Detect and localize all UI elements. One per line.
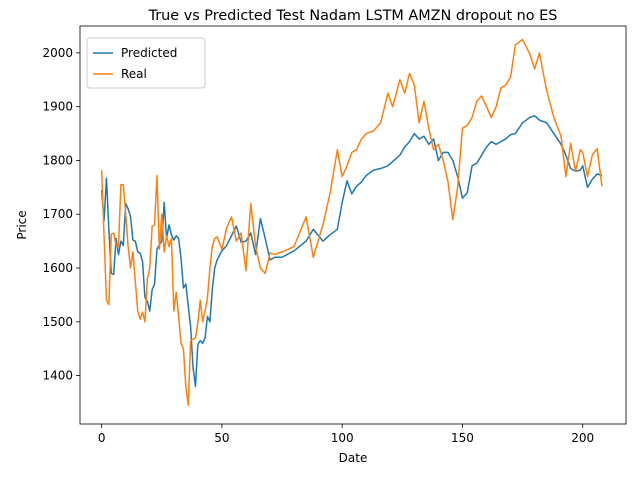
y-tick-label: 1400: [42, 369, 73, 383]
legend-label-real: Real: [121, 67, 147, 81]
y-tick-label: 1600: [42, 261, 73, 275]
axes-frame: [79, 25, 627, 425]
legend: Predicted Real: [86, 37, 206, 89]
legend-label-predicted: Predicted: [121, 46, 177, 60]
y-tick-label: 1800: [42, 153, 73, 167]
x-tick-label: 50: [214, 431, 229, 445]
y-tick-label: 1500: [42, 315, 73, 329]
series-line-predicted: [100, 115, 603, 388]
series-line-real: [100, 38, 603, 406]
y-axis-label: Price: [15, 210, 29, 239]
series-layer: [100, 38, 603, 406]
legend-box: [86, 37, 206, 89]
x-tick-label: 100: [331, 431, 354, 445]
chart-title: True vs Predicted Test Nadam LSTM AMZN d…: [148, 8, 558, 24]
x-tick-label: 0: [98, 431, 106, 445]
plot-area: [80, 26, 626, 424]
y-axis-ticks: 1400 1500 1600 1700 1800 1900 2000: [42, 46, 80, 383]
x-axis-ticks: 0 50 100 150 200: [98, 424, 594, 445]
x-tick-label: 200: [571, 431, 594, 445]
y-tick-label: 2000: [42, 46, 73, 60]
x-tick-label: 150: [451, 431, 474, 445]
y-tick-label: 1700: [42, 207, 73, 221]
y-tick-label: 1900: [42, 100, 73, 114]
x-axis-label: Date: [339, 451, 368, 465]
